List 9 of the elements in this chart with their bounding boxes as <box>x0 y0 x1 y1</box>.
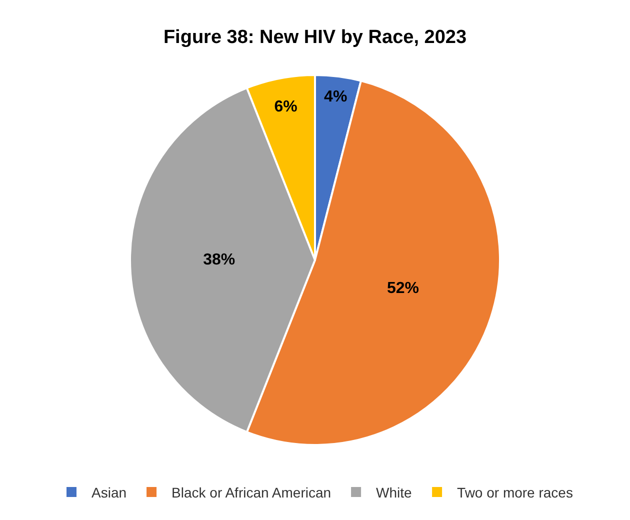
legend-label: Black or African American <box>172 484 332 501</box>
data-label: 38% <box>203 252 236 268</box>
legend-label: White <box>376 484 412 501</box>
chart-title: Figure 38: New HIV by Race, 2023 <box>163 27 467 48</box>
legend-label: Asian <box>92 484 127 501</box>
data-label: 52% <box>386 280 419 298</box>
data-label: 4% <box>324 88 348 106</box>
data-label: 6% <box>274 98 298 116</box>
legend-label: Two or more races <box>457 484 573 501</box>
